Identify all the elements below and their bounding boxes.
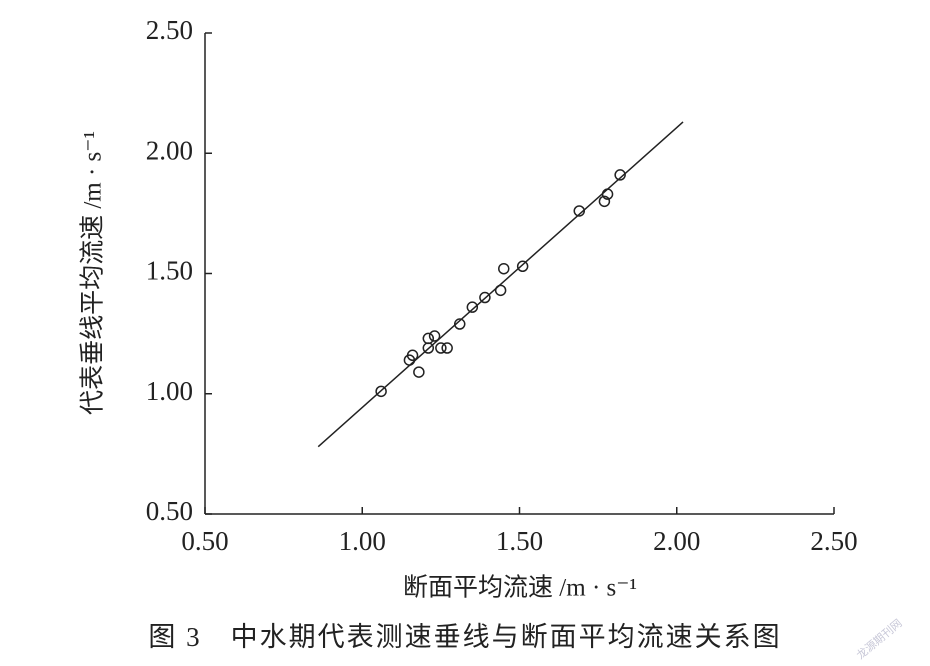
point [573, 205, 586, 217]
point [453, 318, 466, 330]
x-tick-label: 2.00 [653, 526, 700, 556]
point [422, 342, 435, 354]
point [406, 349, 419, 362]
point [614, 169, 626, 181]
x-tick-label: 0.50 [181, 526, 228, 556]
point [435, 342, 447, 354]
x-tick-label: 1.50 [496, 526, 543, 556]
fit-line [317, 121, 684, 448]
point [479, 291, 491, 304]
point [422, 332, 435, 345]
y-tick-label: 0.50 [146, 496, 193, 526]
y-tick-label: 2.50 [146, 15, 193, 45]
y-axis-label: 代表垂线平均流速 /m · s⁻¹ [79, 131, 107, 415]
point [413, 366, 425, 378]
point [494, 284, 507, 297]
x-axis-label: 断面平均流速 /m · s⁻¹ [403, 574, 637, 602]
point [441, 342, 453, 354]
point [466, 301, 479, 313]
x-tick-label: 1.00 [339, 526, 386, 556]
y-tick-label: 2.00 [146, 135, 193, 165]
point [601, 188, 614, 200]
point [428, 330, 441, 342]
point [498, 262, 510, 275]
watermark: 龙源期刊网 [853, 616, 904, 662]
y-tick-label: 1.00 [146, 376, 193, 406]
point [375, 385, 387, 398]
point [598, 195, 611, 208]
point [516, 260, 529, 273]
y-tick-label: 1.50 [146, 256, 193, 286]
chart-title: 图 3 中水期代表测速垂线与断面平均流速关系图 [148, 622, 781, 652]
x-tick-label: 2.50 [810, 526, 857, 556]
